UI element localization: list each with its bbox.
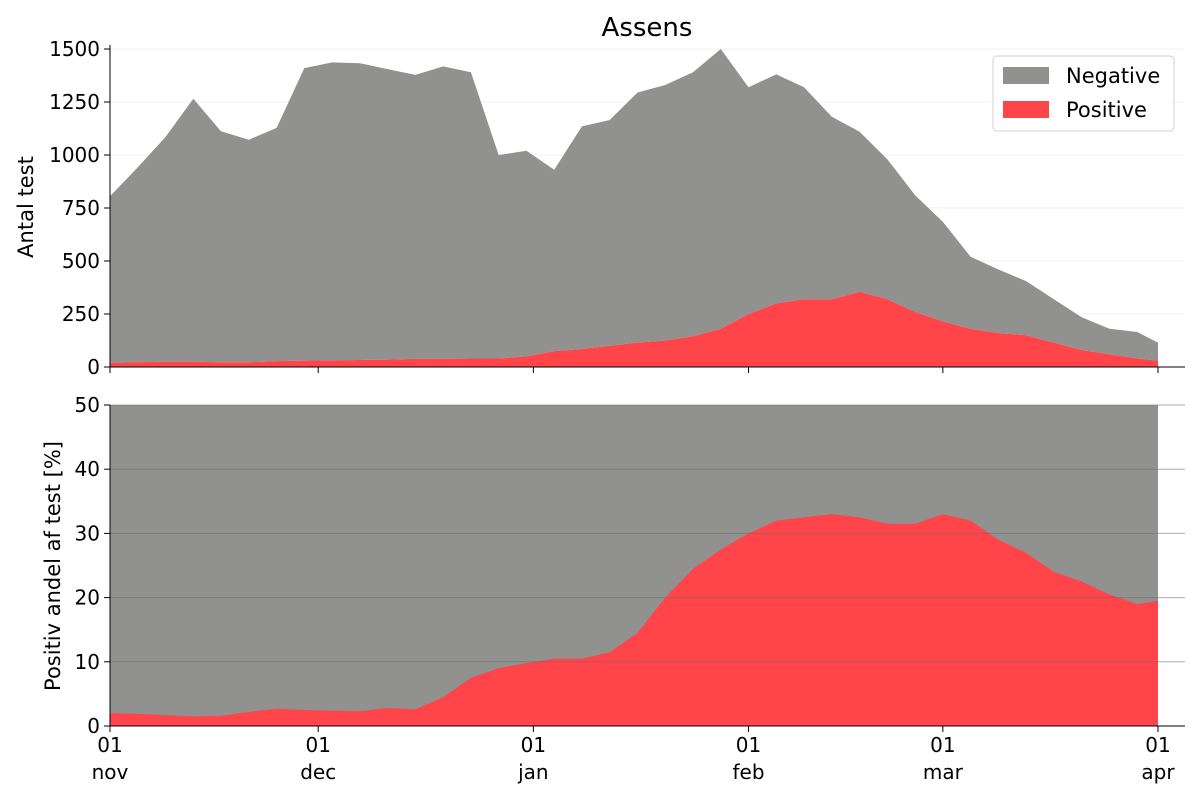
- bottom-y-tick-label: 0: [87, 714, 100, 738]
- x-tick-label-month: dec: [300, 760, 336, 784]
- series-area-negative: [110, 49, 1158, 363]
- x-tick-label-day: 01: [305, 733, 330, 757]
- x-tick-label-day: 01: [521, 733, 546, 757]
- top-y-tick-label: 250: [62, 302, 100, 326]
- x-tick-label-day: 01: [1145, 733, 1170, 757]
- top-y-tick-label: 750: [62, 196, 100, 220]
- legend-swatch-positive: [1003, 101, 1049, 118]
- bottom-y-tick-label: 30: [75, 521, 100, 545]
- bottom-y-axis-label: Positiv andel af test [%]: [41, 441, 65, 691]
- top-y-tick-label: 1500: [49, 37, 100, 61]
- series-area-positive: [110, 291, 1158, 367]
- top-panel: 0 250 500 750 1000 1250 1500: [49, 37, 1185, 379]
- bottom-panel: 0 10 20 30 40 50 01 nov 01 dec 01 jan 01 feb 01 mar 01 ap…: [75, 393, 1185, 784]
- series-area-positive-share: [110, 514, 1158, 726]
- top-y-tick-label: 500: [62, 249, 100, 273]
- bottom-y-tick-label: 20: [75, 586, 100, 610]
- x-tick-label-day: 01: [736, 733, 761, 757]
- x-tick-label-month: apr: [1141, 760, 1175, 784]
- x-tick-label-day: 01: [97, 733, 122, 757]
- x-tick-label-month: jan: [517, 760, 549, 784]
- x-tick-label-month: mar: [923, 760, 964, 784]
- x-tick-label-day: 01: [930, 733, 955, 757]
- legend-label-negative: Negative: [1066, 64, 1160, 88]
- legend: Negative Positive: [992, 55, 1175, 132]
- top-y-tick-label: 0: [87, 355, 100, 379]
- top-y-tick-label: 1250: [49, 90, 100, 114]
- top-y-tick-label: 1000: [49, 143, 100, 167]
- bottom-y-tick-label: 40: [75, 457, 100, 481]
- legend-label-positive: Positive: [1066, 98, 1147, 122]
- chart-title: Assens: [602, 13, 693, 43]
- bottom-y-tick-label: 10: [75, 650, 100, 674]
- legend-swatch-negative: [1003, 67, 1049, 84]
- x-tick-label-month: feb: [732, 760, 764, 784]
- top-y-axis-label: Antal test: [14, 156, 38, 258]
- bottom-y-tick-label: 50: [75, 393, 100, 417]
- x-tick-label-month: nov: [92, 760, 129, 784]
